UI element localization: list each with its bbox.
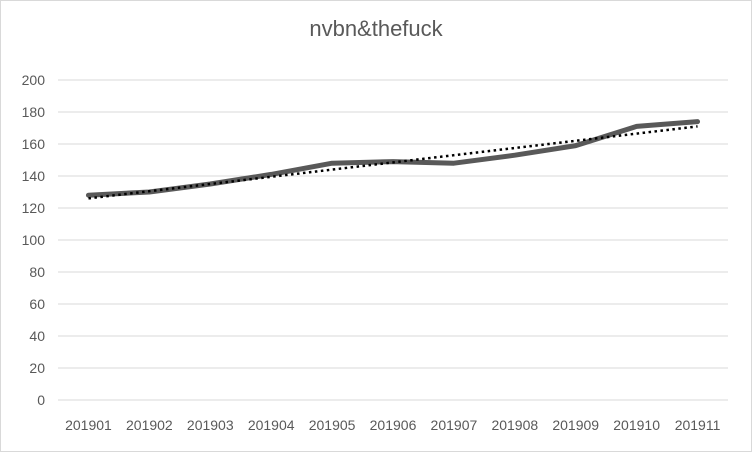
trendline xyxy=(88,125,698,200)
x-tick-label: 201910 xyxy=(613,417,660,433)
x-tick-label: 201904 xyxy=(248,417,295,433)
x-tick-label: 201903 xyxy=(187,417,234,433)
y-tick-label: 120 xyxy=(22,200,46,216)
gridlines xyxy=(58,79,728,401)
y-axis-tick-labels: 0 20 40 60 80 100 120 140 160 180 200 xyxy=(22,72,46,408)
x-tick-label: 201907 xyxy=(431,417,478,433)
x-tick-label: 201902 xyxy=(126,417,173,433)
y-tick-label: 200 xyxy=(22,72,46,88)
y-tick-label: 0 xyxy=(37,392,45,408)
x-tick-label: 201905 xyxy=(309,417,356,433)
x-tick-label: 201909 xyxy=(552,417,599,433)
y-tick-label: 140 xyxy=(22,168,46,184)
y-tick-label: 160 xyxy=(22,136,46,152)
x-tick-label: 201908 xyxy=(491,417,538,433)
x-tick-label: 201911 xyxy=(675,417,721,433)
x-tick-label: 201906 xyxy=(370,417,417,433)
y-tick-label: 40 xyxy=(29,328,45,344)
y-tick-label: 180 xyxy=(22,104,46,120)
y-tick-label: 20 xyxy=(29,360,45,376)
y-tick-label: 60 xyxy=(29,296,45,312)
series-line xyxy=(85,119,701,198)
y-tick-label: 100 xyxy=(22,232,46,248)
chart-title: nvbn&thefuck xyxy=(309,16,443,41)
x-tick-label: 201901 xyxy=(65,417,112,433)
trendline-layer xyxy=(88,125,698,200)
series-layer xyxy=(85,119,701,198)
y-tick-label: 80 xyxy=(29,264,45,280)
x-axis-tick-labels: 201901 201902 201903 201904 201905 201906 2019… xyxy=(65,417,720,433)
